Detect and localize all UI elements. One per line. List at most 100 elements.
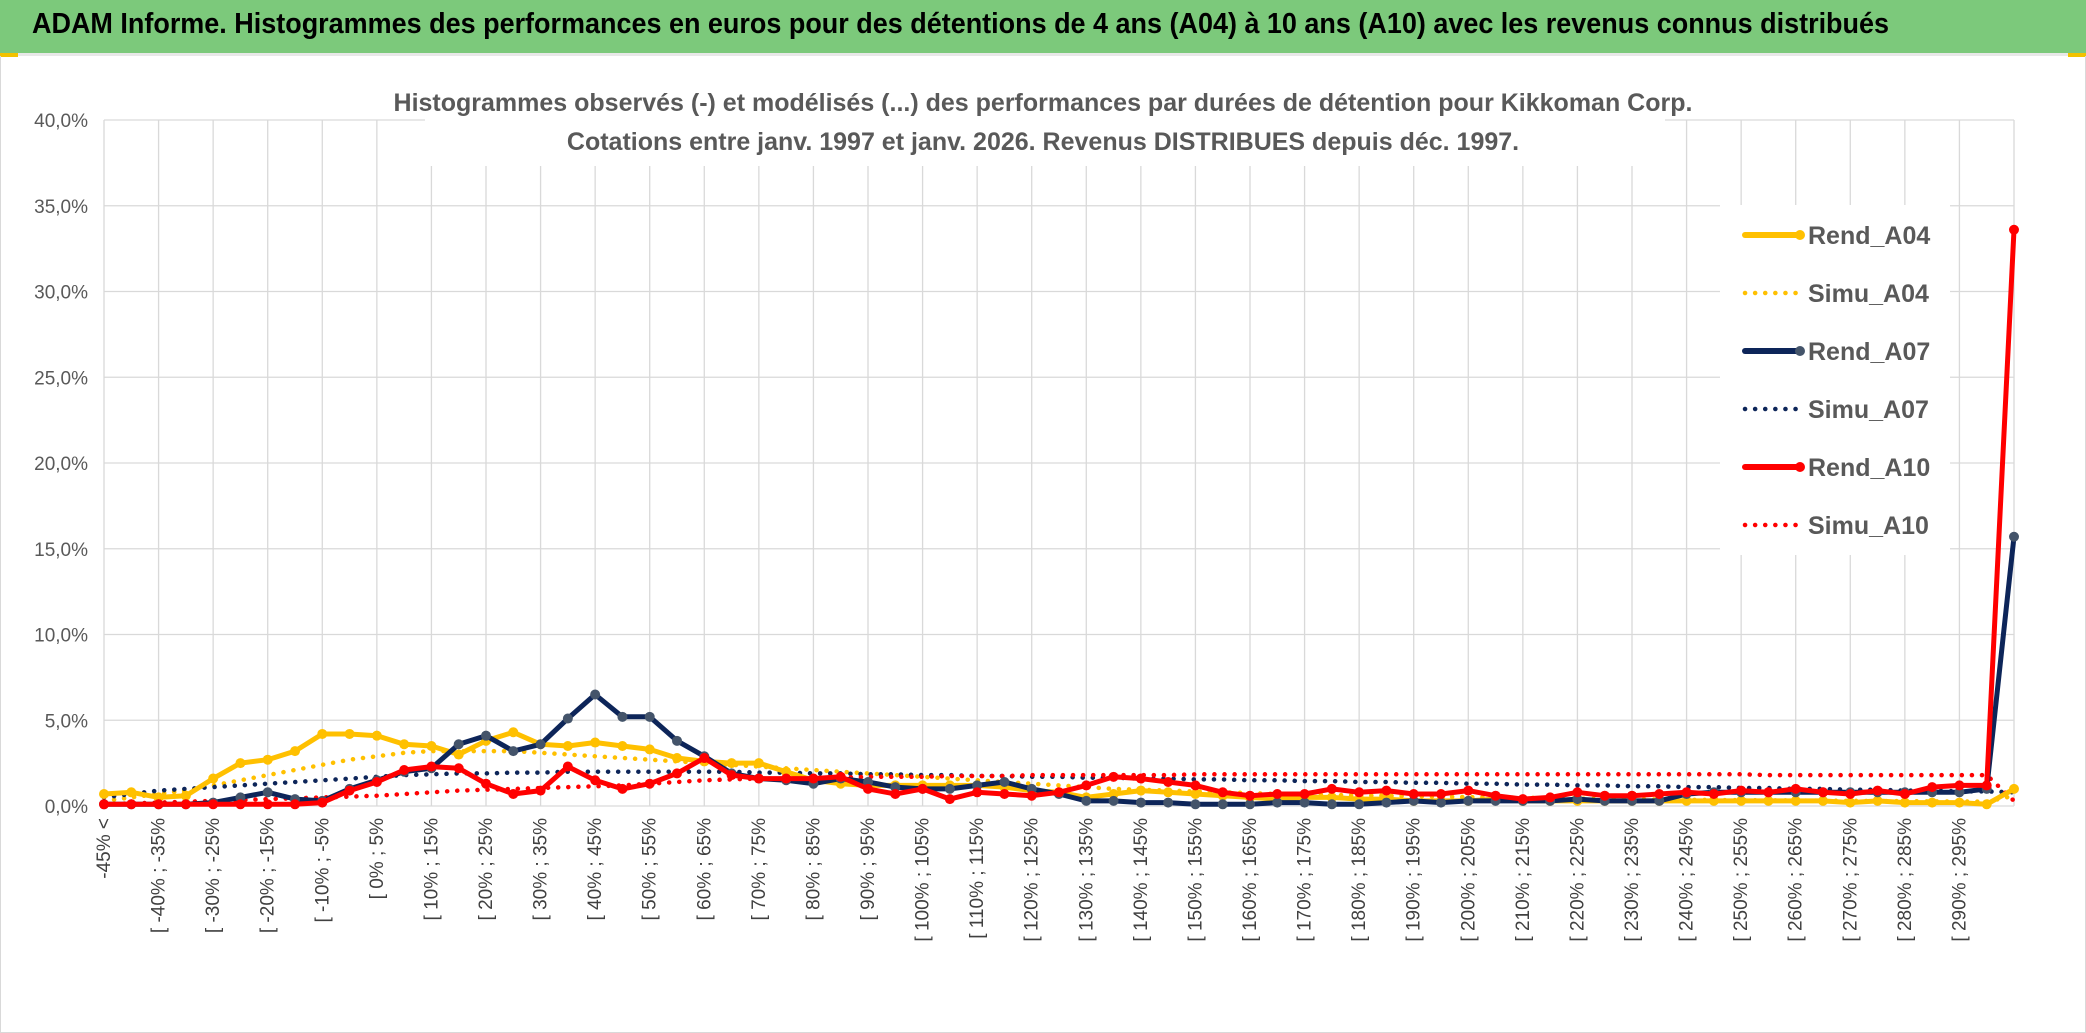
data-point-rend-a04 <box>126 787 137 798</box>
data-point-rend-a07 <box>535 739 546 750</box>
data-point-rend-a10 <box>1845 788 1856 799</box>
data-point-rend-a07 <box>644 711 655 722</box>
chart-title: Histogrammes observés (-) et modélisés (… <box>394 89 1693 117</box>
data-point-rend-a07 <box>508 746 519 757</box>
data-point-rend-a10 <box>262 799 273 810</box>
data-point-rend-a04 <box>590 737 601 748</box>
data-point-rend-a10 <box>1545 792 1556 803</box>
data-point-rend-a04 <box>781 766 792 777</box>
y-tick-label: 10,0% <box>34 626 88 647</box>
data-point-rend-a04 <box>426 740 437 751</box>
title-background <box>425 80 1665 166</box>
data-point-rend-a04 <box>1108 788 1119 799</box>
legend-label: Rend_A04 <box>1808 222 1930 250</box>
data-point-rend-a10 <box>562 761 573 772</box>
data-point-rend-a04 <box>1981 799 1992 810</box>
data-point-rend-a04 <box>1190 788 1201 799</box>
legend-label: Rend_A10 <box>1808 454 1930 482</box>
data-point-rend-a07 <box>1081 795 1092 806</box>
data-point-rend-a07 <box>1654 795 1665 806</box>
data-point-rend-a10 <box>1326 783 1337 794</box>
data-point-rend-a04 <box>1790 795 1801 806</box>
data-point-rend-a10 <box>1299 788 1310 799</box>
data-point-rend-a04 <box>672 752 682 763</box>
x-tick-label: [ 290% ; 295% <box>1949 818 1970 942</box>
data-point-rend-a04 <box>617 740 628 751</box>
x-tick-label: [ 270% ; 275% <box>1840 818 1861 942</box>
data-point-rend-a04 <box>371 730 382 741</box>
chart-title-block: Histogrammes observés (-) et modélisés (… <box>394 80 1693 166</box>
data-point-rend-a10 <box>699 752 710 763</box>
y-tick-label: 15,0% <box>34 540 88 561</box>
legend-label: Simu_A04 <box>1808 280 1929 308</box>
x-tick-label: [ -20% ; -15% <box>258 818 279 933</box>
data-point-rend-a10 <box>1872 785 1883 796</box>
data-point-rend-a10 <box>917 783 928 794</box>
data-point-rend-a07 <box>481 730 491 741</box>
series-line-rend-a07 <box>101 534 2017 807</box>
data-point-rend-a10 <box>1681 787 1692 798</box>
x-tick-label: [ 50% ; 55% <box>640 818 661 921</box>
data-point-rend-a10 <box>99 799 109 810</box>
data-point-rend-a04 <box>1872 795 1883 806</box>
data-point-rend-a07 <box>562 713 573 724</box>
data-point-rend-a07 <box>2009 531 2019 542</box>
data-point-rend-a10 <box>317 797 328 808</box>
data-point-rend-a10 <box>2009 224 2019 235</box>
data-point-rend-a10 <box>535 785 546 796</box>
x-tick-label: [ 190% ; 195% <box>1404 818 1425 942</box>
data-point-rend-a10 <box>1654 788 1665 799</box>
data-point-rend-a04 <box>1845 797 1856 808</box>
data-point-rend-a10 <box>290 799 300 810</box>
x-tick-label: [ 180% ; 185% <box>1349 818 1370 942</box>
data-point-rend-a10 <box>180 799 191 810</box>
legend-background <box>1720 205 1950 555</box>
data-point-rend-a04 <box>1681 795 1692 806</box>
data-point-rend-a07 <box>1436 797 1446 808</box>
data-point-rend-a04 <box>208 773 219 784</box>
data-point-rend-a10 <box>1708 788 1719 799</box>
data-point-rend-a10 <box>1954 780 1965 791</box>
data-point-rend-a07 <box>453 739 464 750</box>
y-tick-label: 40,0% <box>34 111 88 132</box>
report-title: ADAM Informe. Histogrammes des performan… <box>32 8 1890 40</box>
data-point-rend-a04 <box>453 749 464 760</box>
data-point-rend-a10 <box>1599 790 1610 801</box>
data-point-rend-a10 <box>1245 790 1255 801</box>
data-point-rend-a10 <box>371 776 382 787</box>
data-point-rend-a10 <box>1899 788 1910 799</box>
data-point-rend-a04 <box>235 758 246 769</box>
gridlines <box>103 119 2015 807</box>
data-point-rend-a10 <box>344 785 355 796</box>
y-tick-label: 5,0% <box>45 711 88 732</box>
data-point-rend-a10 <box>1627 790 1637 801</box>
data-point-rend-a07 <box>1408 795 1419 806</box>
x-tick-label: [ 120% ; 125% <box>1022 818 1043 942</box>
data-point-rend-a07 <box>999 776 1010 787</box>
data-point-rend-a04 <box>1163 787 1174 798</box>
data-point-rend-a10 <box>1381 785 1392 796</box>
data-point-rend-a04 <box>1899 797 1910 808</box>
data-point-rend-a10 <box>972 787 983 798</box>
data-point-rend-a10 <box>1026 790 1037 801</box>
data-point-rend-a10 <box>1054 787 1064 798</box>
data-point-rend-a07 <box>1299 797 1310 808</box>
y-tick-label: 0,0% <box>45 797 88 818</box>
data-point-rend-a10 <box>617 783 628 794</box>
x-tick-label: [ -30% ; -25% <box>203 818 224 933</box>
report-banner: ADAM Informe. Histogrammes des performan… <box>0 0 2086 56</box>
data-point-rend-a07 <box>1954 787 1965 798</box>
data-point-rend-a07 <box>1381 797 1392 808</box>
data-point-rend-a10 <box>726 770 737 781</box>
data-point-rend-a04 <box>753 758 764 769</box>
x-tick-label: [ 260% ; 265% <box>1786 818 1807 942</box>
data-point-rend-a07 <box>617 711 628 722</box>
data-point-rend-a10 <box>1490 790 1501 801</box>
data-point-rend-a10 <box>1436 788 1446 799</box>
legend-label: Simu_A10 <box>1808 512 1929 540</box>
x-tick-label: [ 130% ; 135% <box>1076 818 1097 942</box>
data-point-rend-a10 <box>944 794 955 805</box>
data-point-rend-a10 <box>1790 783 1801 794</box>
data-point-rend-a07 <box>1245 799 1255 810</box>
data-point-rend-a10 <box>1736 785 1747 796</box>
